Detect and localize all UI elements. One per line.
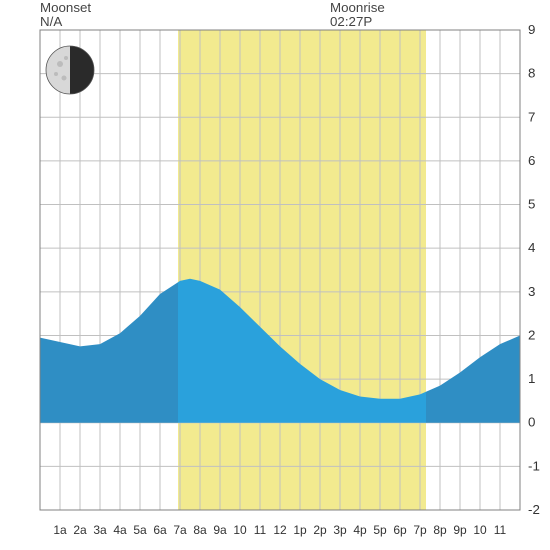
x-tick-label: 8a (193, 523, 207, 537)
x-tick-label: 11 (494, 523, 507, 537)
x-tick-label: 10 (473, 523, 487, 537)
x-tick-label: 1a (53, 523, 67, 537)
y-tick-label: 7 (528, 109, 535, 124)
y-tick-label: 8 (528, 66, 535, 81)
y-tick-label: 1 (528, 371, 535, 386)
y-tick-label: 3 (528, 284, 535, 299)
x-tick-label: 7p (413, 523, 427, 537)
x-tick-label: 9p (453, 523, 467, 537)
x-tick-label: 5p (373, 523, 387, 537)
moonset-value: N/A (40, 14, 62, 29)
y-tick-label: 4 (528, 240, 536, 255)
y-tick-label: 9 (528, 22, 535, 37)
x-tick-label: 1p (293, 523, 307, 537)
x-tick-label: 9a (213, 523, 227, 537)
x-tick-label: 2a (73, 523, 87, 537)
y-tick-label: 2 (528, 327, 535, 342)
y-tick-label: 6 (528, 153, 535, 168)
x-tick-label: 12 (273, 523, 287, 537)
moon-phase-icon (46, 46, 94, 94)
y-tick-label: -2 (528, 502, 540, 517)
x-tick-label: 4p (353, 523, 367, 537)
x-tick-label: 2p (313, 523, 327, 537)
moonset-label: Moonset (40, 0, 91, 15)
y-tick-label: 0 (528, 415, 535, 430)
tide-chart: -2-101234567891a2a3a4a5a6a7a8a9a1011121p… (0, 0, 550, 550)
x-tick-label: 8p (433, 523, 447, 537)
x-tick-label: 3a (93, 523, 107, 537)
x-tick-label: 10 (233, 523, 247, 537)
x-tick-label: 3p (333, 523, 347, 537)
moonrise-label: Moonrise (330, 0, 385, 15)
daylight-band (178, 30, 426, 510)
x-tick-label: 4a (113, 523, 127, 537)
x-tick-label: 6a (153, 523, 167, 537)
moonrise-value: 02:27P (330, 14, 372, 29)
y-tick-label: 5 (528, 197, 535, 212)
x-tick-label: 11 (254, 523, 267, 537)
x-tick-label: 5a (133, 523, 147, 537)
y-tick-label: -1 (528, 458, 540, 473)
x-tick-label: 6p (393, 523, 407, 537)
x-tick-label: 7a (173, 523, 187, 537)
